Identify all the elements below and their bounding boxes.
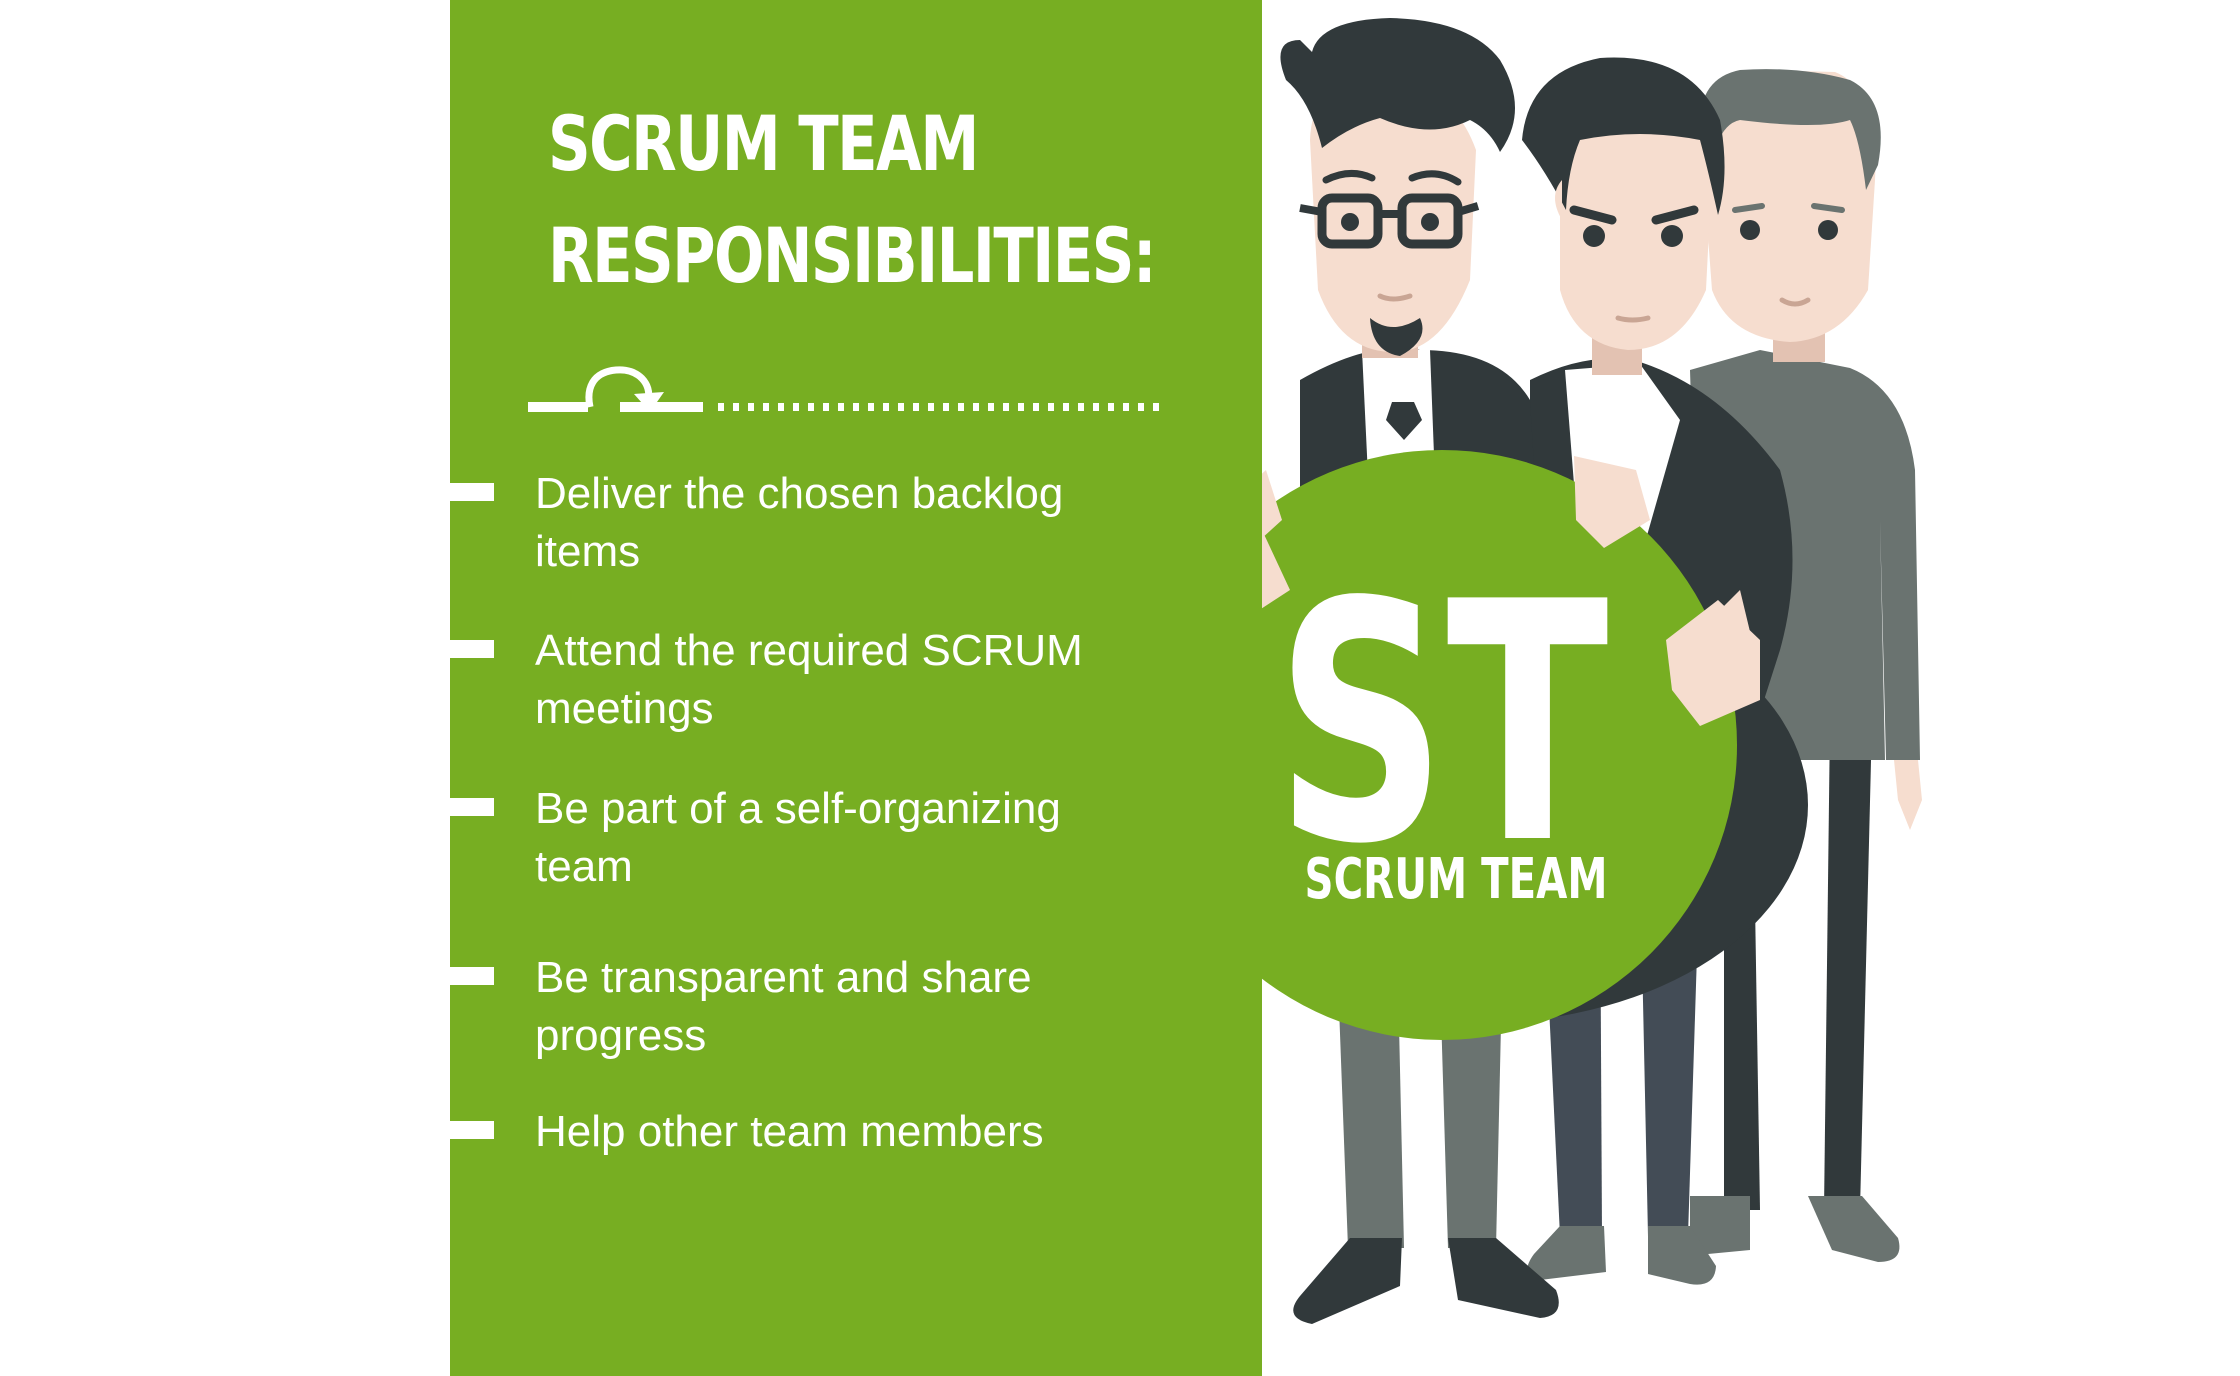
bullet-marker [450, 640, 494, 658]
title-line-1: SCRUM TEAM [548, 99, 979, 188]
list-item-text: Be transparent and share progress [535, 953, 1032, 1060]
st-badge: ST SCRUM TEAM [1262, 450, 1808, 1040]
list-item-text: Be part of a self-organizing team [535, 784, 1061, 891]
badge-initials: ST [1275, 532, 1609, 916]
bullet-marker [450, 483, 494, 501]
list-item-text: Deliver the chosen backlog items [535, 469, 1064, 576]
title-line-2: RESPONSIBILITIES: [548, 211, 1157, 300]
list-item-text: Attend the required SCRUM meetings [535, 626, 1083, 733]
bullet-marker [450, 1121, 494, 1139]
badge-label: SCRUM TEAM [1305, 846, 1608, 911]
green-panel [450, 0, 1262, 1376]
bullet-marker [450, 967, 494, 985]
list-item-text: Help other team members [535, 1107, 1044, 1156]
page-title: SCRUM TEAM RESPONSIBILITIES: [548, 88, 1157, 312]
loop-arrow-icon [528, 366, 1168, 412]
scrum-team-illustration: ST SCRUM TEAM [1262, 18, 1922, 1324]
bullet-marker [450, 798, 494, 816]
